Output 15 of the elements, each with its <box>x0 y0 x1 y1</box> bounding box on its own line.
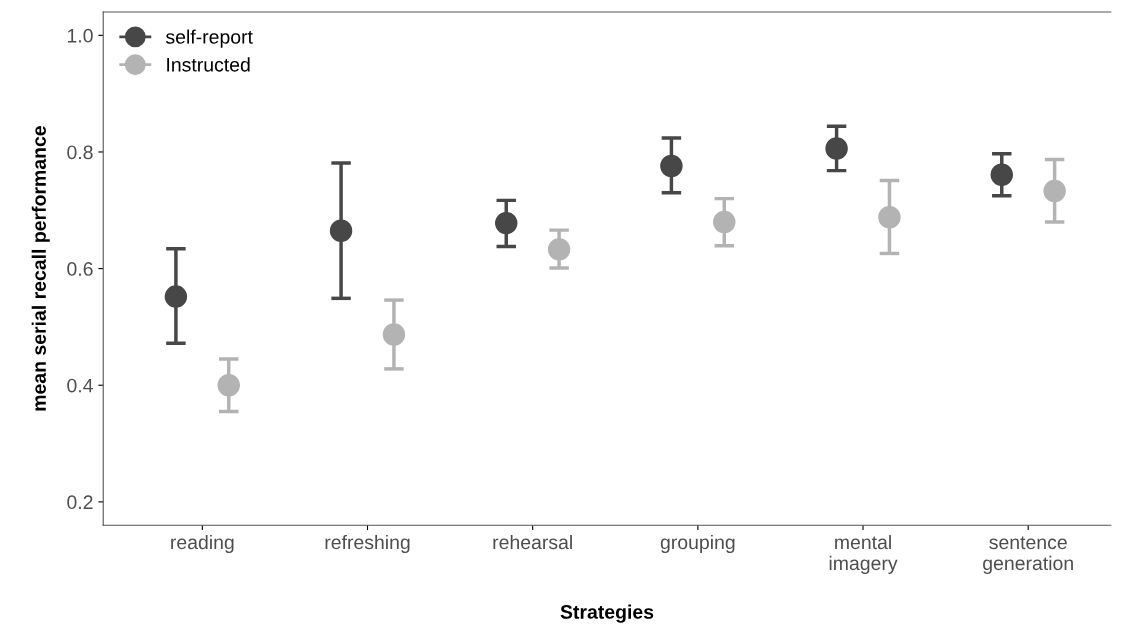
y-tick-label: 0.8 <box>67 145 93 160</box>
x-tick-label: reading <box>171 534 234 554</box>
x-tick-label: grouping <box>660 534 735 554</box>
y-tick-label: 0.6 <box>67 262 93 276</box>
x-tick-label: mental imagery <box>829 534 898 574</box>
x-tick-label: rehearsal <box>493 534 572 550</box>
x-axis-title: Strategies <box>560 604 654 623</box>
y-tick-label: 0.4 <box>67 378 93 393</box>
y-axis-title: mean serial recall performance <box>31 126 50 411</box>
y-tick-label: 0.2 <box>67 495 93 510</box>
legend-label: self-report <box>165 29 253 48</box>
y-tick-label: 1.0 <box>67 28 93 43</box>
legend-label: Instructed <box>167 57 250 72</box>
x-tick-label: refreshing <box>325 534 410 554</box>
x-tick-label: sentence generation <box>983 536 1073 574</box>
